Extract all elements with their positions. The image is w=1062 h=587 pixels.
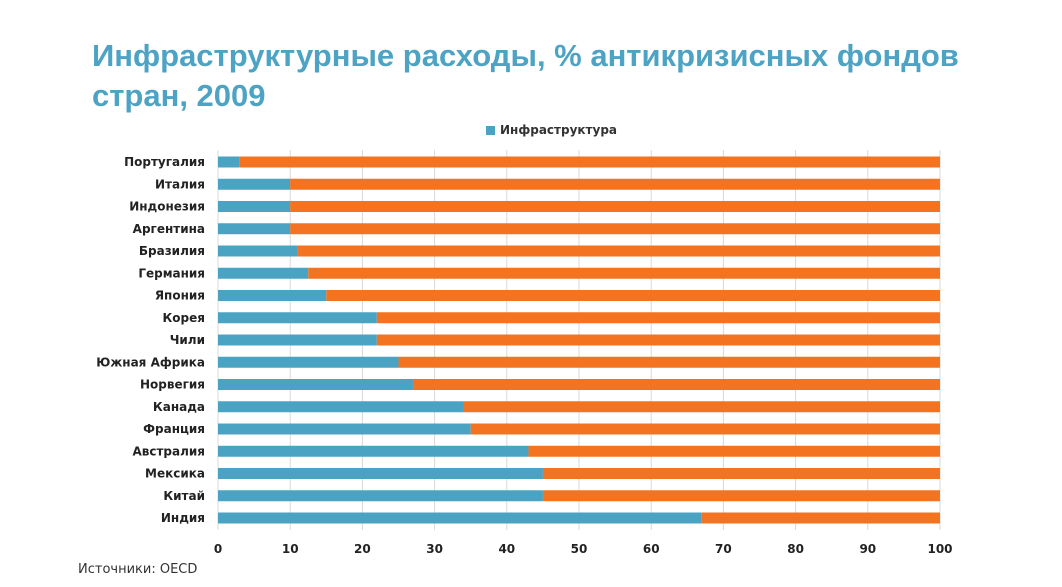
bar-other [542,468,940,479]
bar-infrastructure [218,490,543,502]
legend-swatch-infrastructure [486,125,495,135]
y-category-label: Германия [138,266,205,280]
bar-infrastructure [218,156,240,168]
bar-infrastructure [218,512,702,524]
bar-infrastructure [218,334,377,346]
bar-infrastructure [218,423,471,435]
bar-other [326,290,940,301]
chart-title: Инфраструктурные расходы, % антикризисны… [92,38,959,113]
bar-other [376,312,941,324]
bar-other [376,334,941,346]
y-category-label: Аргентина [133,222,205,236]
x-tick-label: 50 [571,542,588,556]
y-category-label: Япония [155,289,205,303]
x-tick-label: 40 [498,542,515,556]
y-category-label: Китай [163,489,205,503]
bar-infrastructure [218,401,464,413]
y-category-label: Индонезия [129,200,205,214]
bar-infrastructure [218,178,291,190]
bar-other [398,356,940,368]
bar-other [308,267,940,279]
bar-infrastructure [218,245,298,257]
bar-other [290,201,940,212]
y-category-label: Канада [153,400,205,414]
y-category-label: Южная Африка [96,355,205,369]
x-tick-label: 0 [214,542,222,556]
y-category-label: Корея [163,311,206,325]
bar-other [542,490,940,502]
bar-other [412,379,940,390]
bar-infrastructure [218,468,543,479]
x-tick-label: 60 [643,542,660,556]
x-tick-label: 90 [859,542,876,556]
x-tick-label: 10 [282,542,299,556]
x-tick-label: 70 [715,542,732,556]
bar-other [470,423,940,435]
x-tick-label: 80 [787,542,804,556]
y-category-label: Франция [143,422,205,436]
bar-infrastructure [218,201,291,212]
bar-infrastructure [218,267,309,279]
bar-infrastructure [218,290,327,301]
bar-infrastructure [218,379,413,390]
bar-other [297,245,940,257]
source-note: Источники: OECD [78,562,198,577]
x-tick-label: 100 [927,542,952,556]
y-category-label: Норвегия [140,378,205,392]
x-tick-label: 30 [426,542,443,556]
y-category-label: Индия [161,511,205,525]
y-category-label: Италия [155,177,205,191]
y-category-label: Бразилия [139,244,205,258]
bar-other [528,445,940,457]
y-category-label: Мексика [145,467,205,481]
y-category-label: Австралия [132,444,205,458]
bar-infrastructure [218,445,529,457]
bar-other [463,401,940,413]
bar-other [701,512,940,524]
bar-infrastructure [218,312,377,324]
y-category-label: Чили [170,333,205,347]
bar-infrastructure [218,223,291,235]
bar-other [239,156,940,168]
legend-label-infrastructure: Инфраструктура [500,123,618,137]
x-tick-label: 20 [354,542,371,556]
bar-other [290,178,940,190]
legend: Инфраструктура [486,123,617,137]
y-category-label: Португалия [124,155,205,169]
bar-other [290,223,940,235]
bar-infrastructure [218,356,399,368]
